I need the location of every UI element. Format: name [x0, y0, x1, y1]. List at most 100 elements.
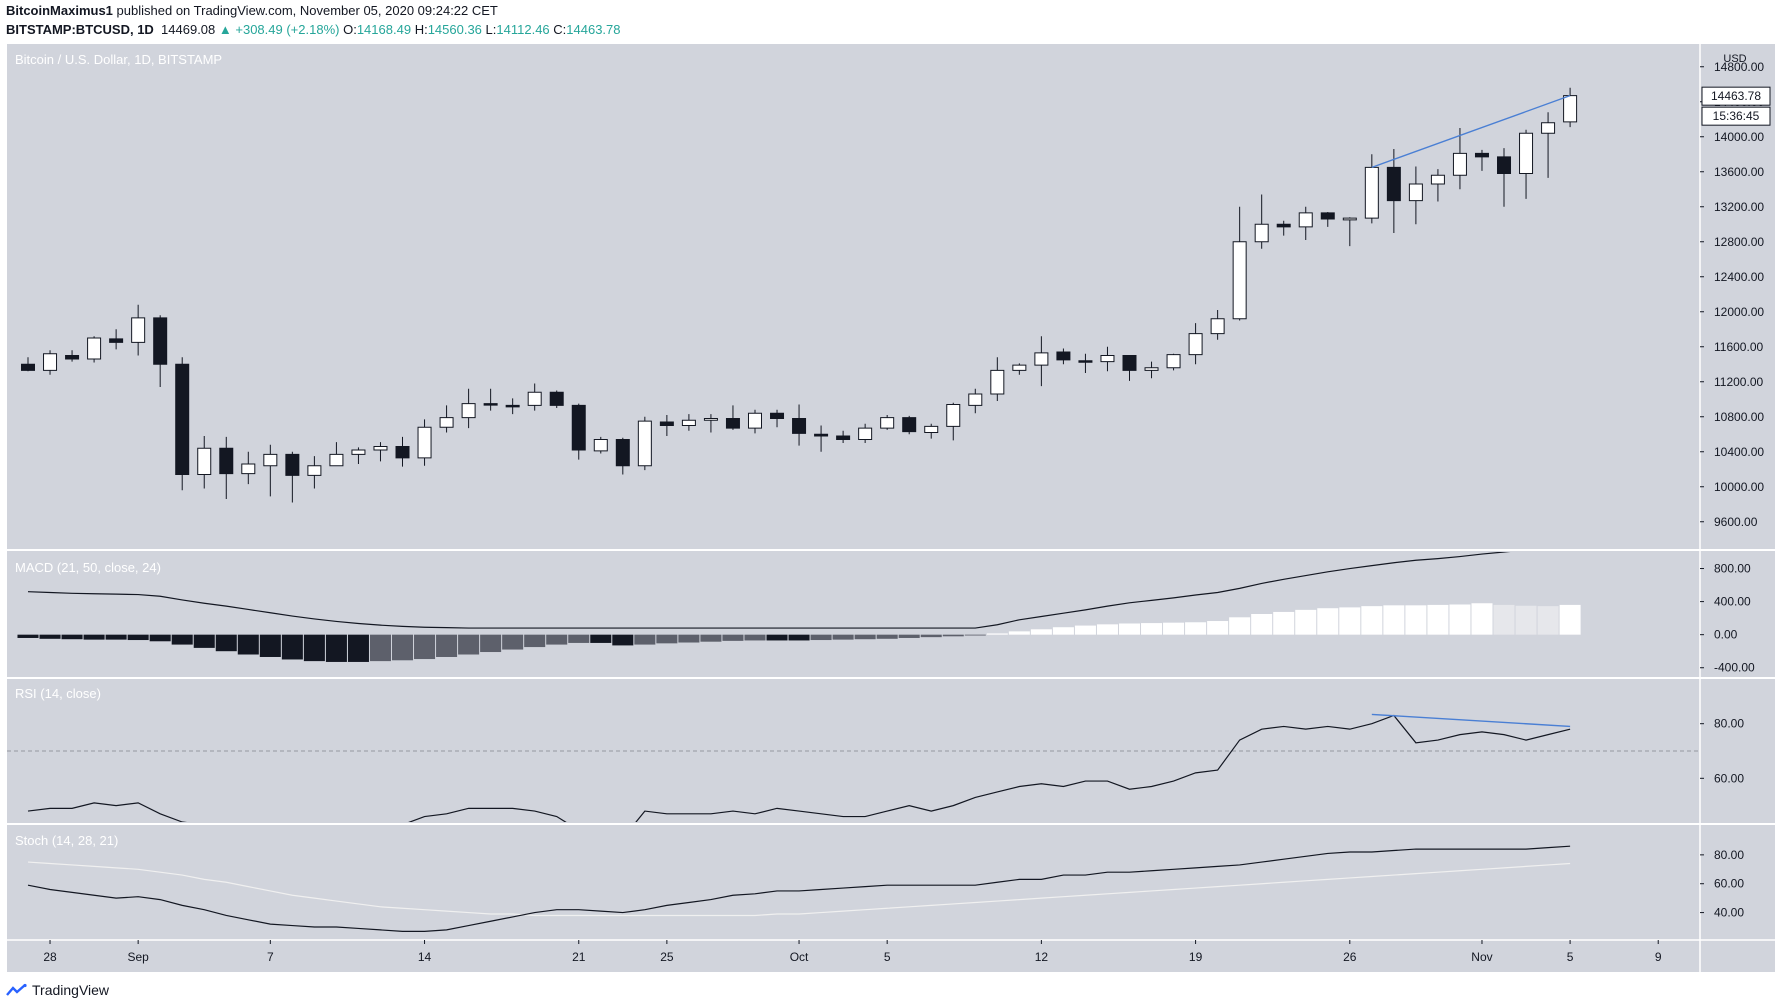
tradingview-logo-icon	[6, 983, 27, 996]
candle-down	[483, 403, 498, 406]
corner-background	[1700, 940, 1775, 972]
macd-histogram-bar	[281, 634, 303, 660]
candle-down	[725, 418, 740, 429]
macd-histogram-bar	[942, 634, 964, 637]
time-axis-label: 26	[1343, 950, 1357, 964]
countdown-box	[1701, 106, 1771, 126]
macd-histogram-bar	[458, 634, 480, 655]
time-axis-label: 5	[1567, 950, 1574, 964]
candle-down	[395, 446, 410, 459]
brand-label: TradingView	[32, 982, 110, 998]
candle-down	[770, 412, 785, 419]
macd-histogram-bar	[347, 634, 369, 662]
macd-histogram-bar	[1295, 609, 1317, 635]
candle-up	[131, 317, 146, 343]
currency-label: USD	[1723, 53, 1746, 65]
tradingview-watermark[interactable]: TradingView	[6, 982, 109, 998]
macd-histogram-bar	[964, 634, 986, 636]
candle-up	[87, 337, 102, 360]
macd-histogram-bar	[1317, 608, 1339, 635]
price-axis-tick-label: 10400.00	[1714, 445, 1764, 459]
candle-up	[1408, 183, 1423, 202]
macd-histogram-bar	[1207, 621, 1229, 635]
candle-up	[924, 425, 939, 433]
price-axis-background	[1700, 44, 1775, 940]
price-axis-tick-label: 9600.00	[1714, 515, 1758, 529]
candle-up	[1188, 333, 1203, 356]
candle-down	[285, 453, 300, 476]
symbol-label: BITSTAMP:BTCUSD, 1D	[6, 22, 154, 37]
macd-histogram-bar	[700, 634, 722, 642]
candle-up	[681, 419, 696, 426]
macd-histogram-bar	[1383, 605, 1405, 635]
price-trendline	[1371, 94, 1571, 169]
low-label: L:	[485, 22, 497, 37]
time-axis-label: 9	[1655, 950, 1662, 964]
macd-histogram-bar	[722, 634, 744, 641]
candle-down	[814, 433, 829, 437]
macd-histogram-bar	[744, 634, 766, 641]
macd-histogram-bar	[193, 634, 215, 648]
countdown-label: 15:36:45	[1713, 109, 1760, 123]
macd-histogram-bar	[854, 634, 876, 640]
macd-line	[27, 552, 1511, 629]
rsi-axis-tick-label: 80.00	[1714, 717, 1744, 731]
macd-histogram-bar	[83, 634, 105, 640]
macd-histogram-bar	[237, 634, 259, 655]
candle-down	[175, 363, 190, 475]
macd-histogram-bar	[1515, 605, 1537, 635]
stoch-group	[27, 845, 1571, 932]
candle-up	[1166, 354, 1181, 369]
candle-up	[241, 463, 256, 475]
macd-axis-tick-label: -400.00	[1714, 661, 1755, 675]
candle-up	[439, 417, 454, 428]
candle-down	[1320, 212, 1335, 220]
macd-histogram-bar	[1405, 605, 1427, 635]
macd-histogram-bar	[634, 634, 656, 645]
macd-histogram-bar	[1537, 606, 1559, 635]
candle-down	[1497, 156, 1512, 174]
header-line-1: BitcoinMaximus1 published on TradingView…	[6, 3, 498, 18]
macd-histogram-bar	[1118, 623, 1141, 635]
time-axis-label: 14	[418, 950, 432, 964]
time-axis-label: 28	[43, 950, 57, 964]
time-axis-label: 5	[884, 950, 891, 964]
stoch-axis-tick-label: 80.00	[1714, 848, 1744, 862]
time-axis-label: Sep	[127, 950, 149, 964]
macd-histogram-bar	[369, 634, 391, 662]
chart-background	[7, 44, 1700, 940]
candle-down	[902, 417, 917, 433]
candle-up	[461, 403, 476, 419]
candle-up	[1254, 223, 1269, 243]
macd-histogram-bar	[39, 634, 61, 639]
macd-group	[17, 552, 1581, 662]
stoch-k-line	[27, 845, 1571, 932]
macd-pane-title: MACD (21, 50, close, 24)	[15, 560, 161, 575]
macd-histogram-bar	[1493, 604, 1515, 635]
candle-up	[351, 449, 366, 455]
time-axis-label: 19	[1189, 950, 1203, 964]
time-axis-label: 25	[660, 950, 674, 964]
candle-up	[1210, 318, 1225, 335]
price-axis-tick-label: 14000.00	[1714, 130, 1764, 144]
macd-histogram-bar	[105, 634, 127, 640]
macd-histogram-bar	[766, 634, 788, 641]
macd-histogram-bar	[678, 634, 700, 643]
price-axis-tick-label: 12800.00	[1714, 235, 1764, 249]
candle-down	[1276, 223, 1291, 228]
macd-histogram-bar	[612, 634, 634, 646]
macd-histogram-bar	[1251, 614, 1273, 635]
candle-up	[1364, 166, 1379, 219]
macd-histogram-bar	[1185, 622, 1207, 635]
candle-down	[1078, 360, 1093, 363]
candle-up	[1541, 122, 1556, 134]
author-name[interactable]: BitcoinMaximus1	[6, 3, 113, 18]
candle-up	[637, 420, 652, 467]
price-axis-tick-label: 13600.00	[1714, 165, 1764, 179]
candle-up	[329, 453, 344, 467]
macd-histogram-bar	[414, 634, 436, 660]
low-value: 14112.46	[496, 22, 550, 37]
open-label: O:	[343, 22, 357, 37]
candle-up	[880, 417, 895, 429]
